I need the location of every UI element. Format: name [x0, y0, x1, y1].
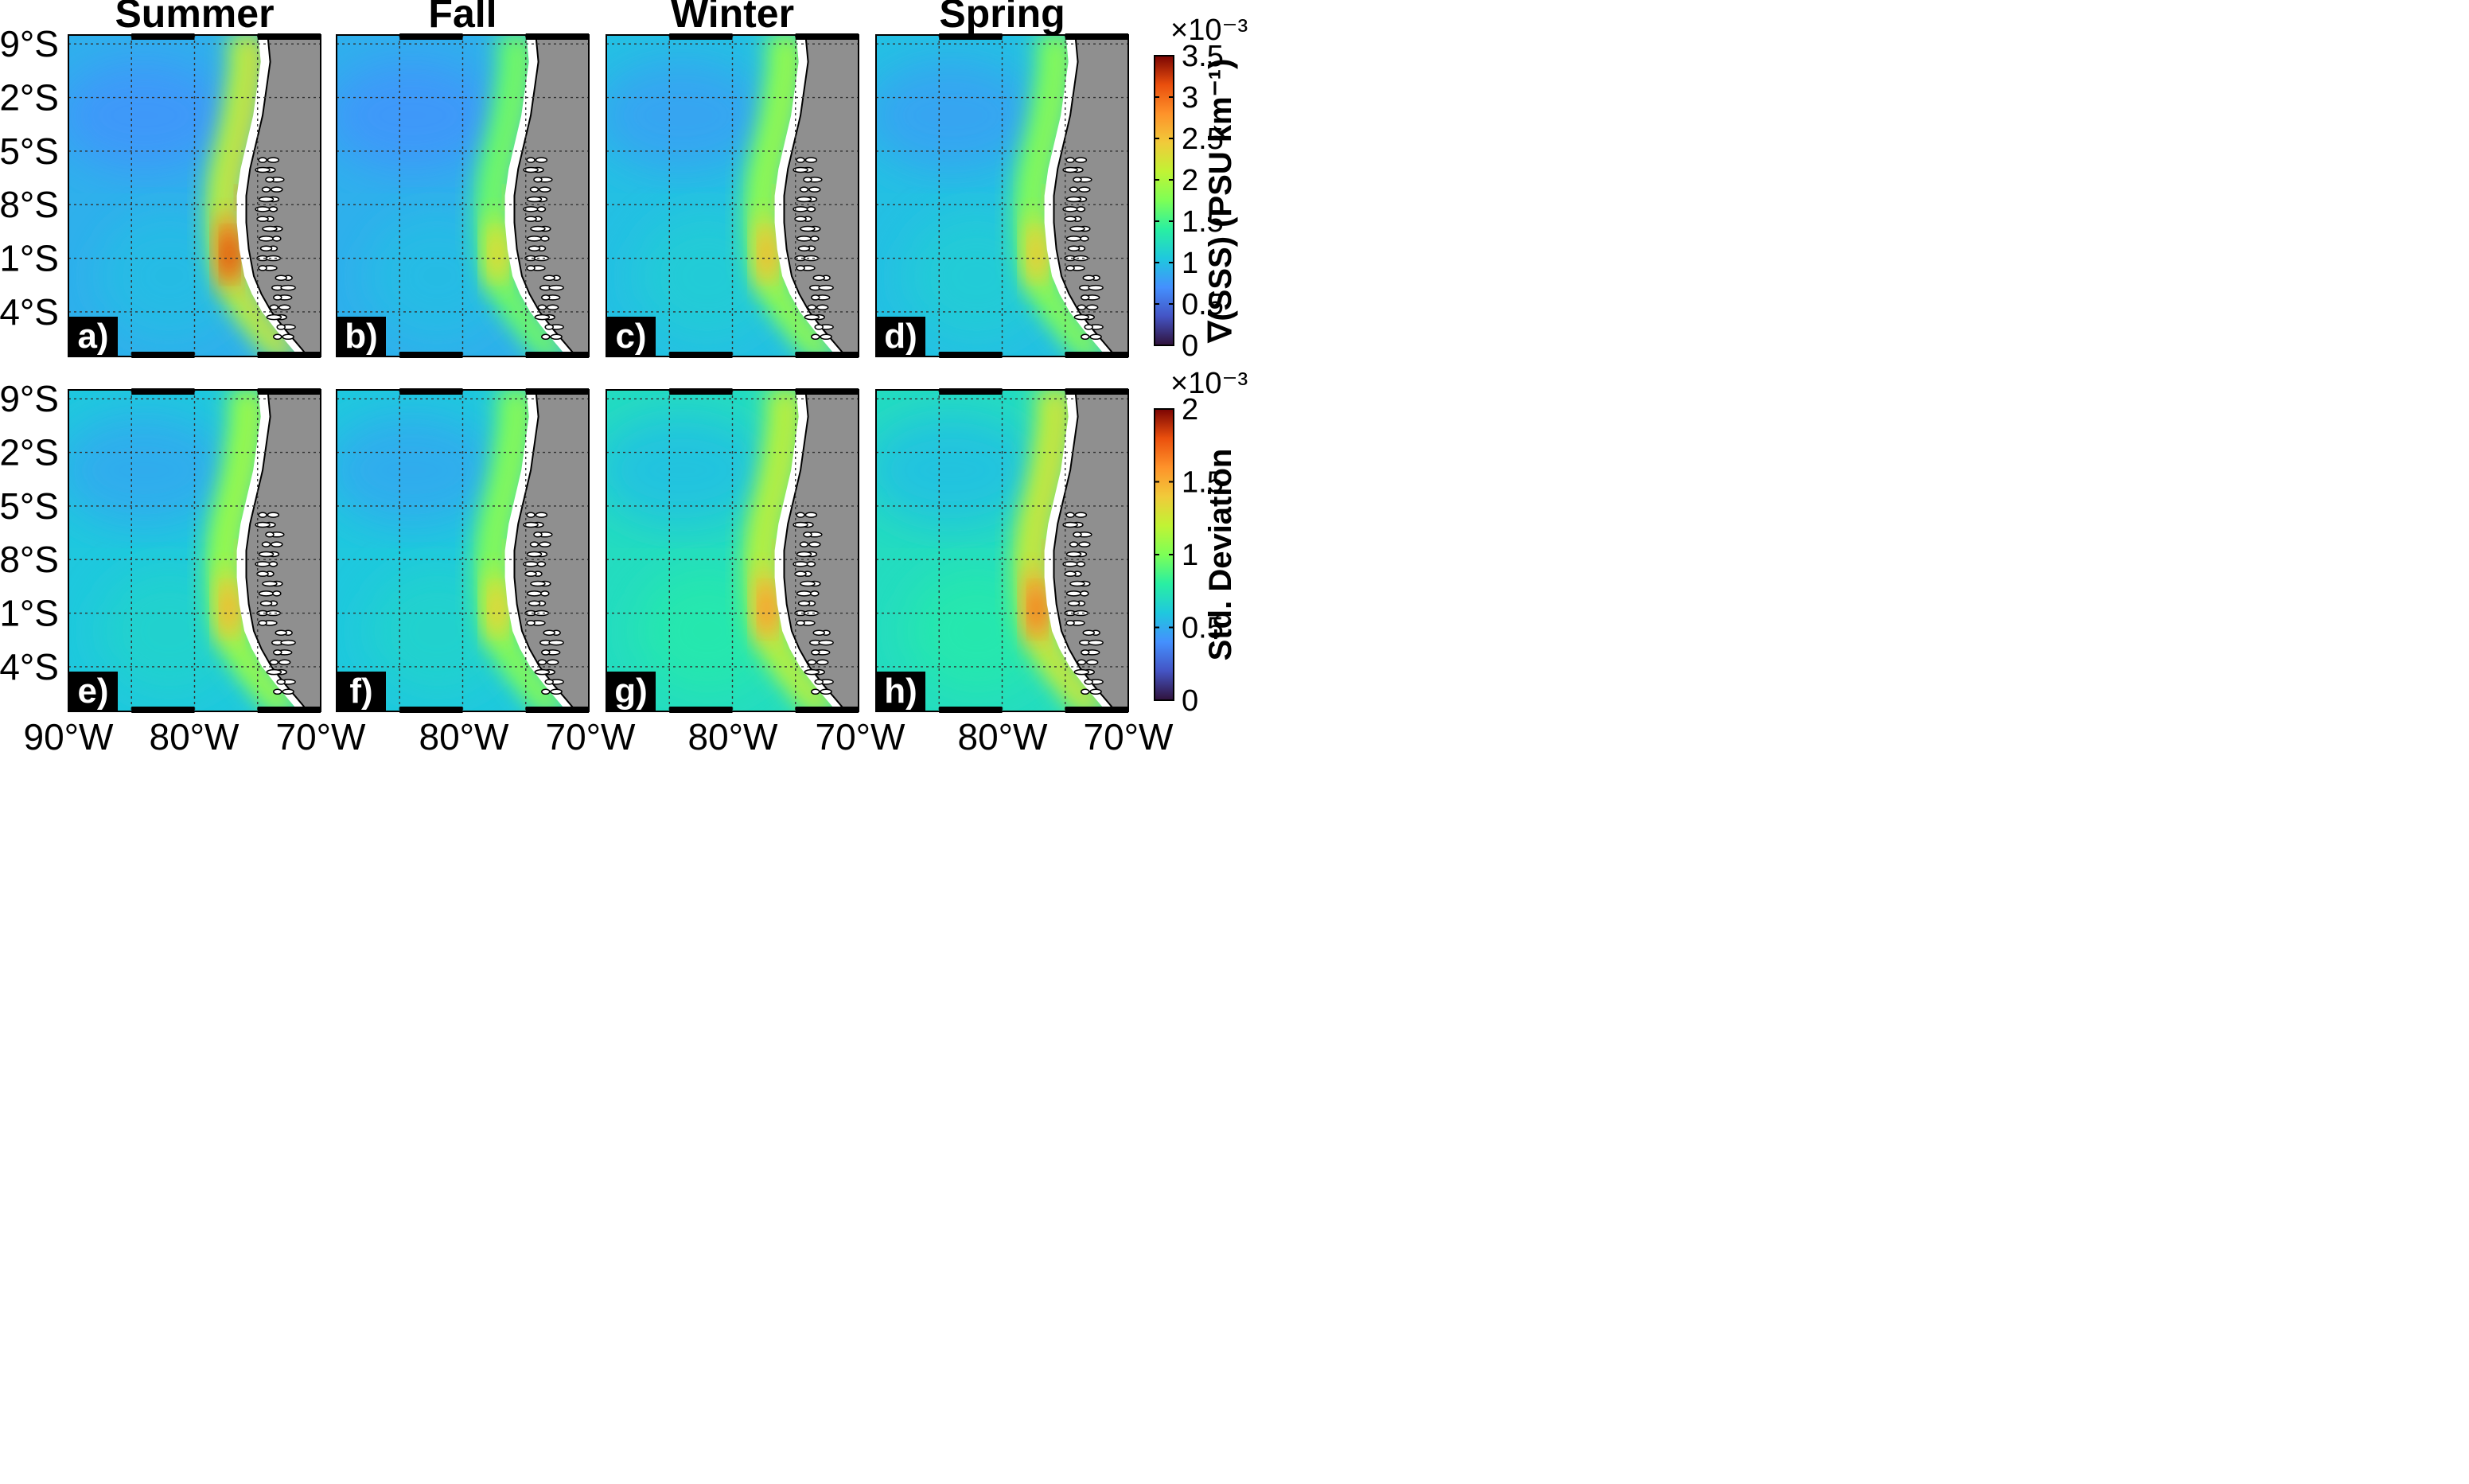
map-panel-b: b) — [336, 33, 590, 358]
panel-label-text: e) — [77, 672, 108, 711]
map-panel-g: g) — [606, 388, 859, 713]
map-panel-h: h) — [875, 388, 1129, 713]
map-panel-e: e) — [68, 388, 321, 713]
season-header-winter: Winter — [671, 0, 794, 36]
lat-tick-label: 48°S — [0, 184, 59, 225]
axis-ticks: 39°S 42°S 45°S 48°S 51°S 54°S 39°S 42°S 45°S 48°S… — [0, 23, 1174, 758]
panel-label: f) — [337, 672, 386, 711]
colorbar-tick-label: 3.5 — [1182, 40, 1224, 73]
season-header-fall: Fall — [428, 0, 497, 36]
lat-tick-label: 42°S — [0, 432, 59, 473]
season-header-summer: Summer — [115, 0, 274, 36]
colorbar-tick-label: 0.5 — [1182, 612, 1224, 645]
panel-label-text: b) — [345, 317, 378, 356]
panel-label: h) — [876, 672, 925, 711]
colorbar-tick-label: 1 — [1182, 539, 1198, 572]
map-panels: a) b) c) d) e) f) g) h) — [68, 33, 1129, 713]
lon-tick-label: 90°W — [24, 716, 115, 758]
panel-label-text: h) — [884, 672, 917, 711]
lon-tick-label: 70°W — [276, 716, 367, 758]
colorbar-tick-label: 1 — [1182, 247, 1198, 280]
lon-tick-label: 80°W — [150, 716, 240, 758]
lat-tick-label: 39°S — [0, 378, 59, 419]
map-panel-f: f) — [336, 388, 590, 713]
lon-tick-label: 70°W — [546, 716, 637, 758]
map-panel-c: c) — [606, 33, 859, 358]
colorbar-mean: 0 0.5 1 1.5 2 2.5 3 3.5×10⁻³ ∇(SSS) (PSU km⁻¹) — [1154, 14, 1248, 363]
panel-label-text: d) — [884, 317, 917, 356]
panel-label-text: f) — [349, 672, 372, 711]
lat-tick-label: 42°S — [0, 77, 59, 119]
colorbar-tick-label: 0 — [1182, 329, 1198, 363]
colorbar-tick-label: 1.5 — [1182, 466, 1224, 500]
colorbar-tick-label: 0.5 — [1182, 288, 1224, 321]
map-panel-a: a) — [68, 33, 321, 358]
lat-tick-label: 39°S — [0, 23, 59, 64]
colorbars: 00.511.522.533.5×10⁻³∇(SSS) (PSU km⁻¹)00… — [1154, 14, 1248, 718]
lon-tick-label: 80°W — [419, 716, 510, 758]
lon-tick-label: 70°W — [1084, 716, 1174, 758]
lon-tick-label: 70°W — [816, 716, 906, 758]
panel-label: b) — [337, 317, 386, 356]
colorbar-exponent: ×10⁻³ — [1170, 14, 1248, 47]
lon-tick-label: 80°W — [958, 716, 1049, 758]
panel-label-text: a) — [77, 317, 108, 356]
lat-tick-label: 45°S — [0, 130, 59, 172]
panel-label: g) — [606, 672, 656, 711]
panel-label: a) — [68, 317, 118, 356]
lat-tick-label: 51°S — [0, 238, 59, 279]
lat-tick-label: 54°S — [0, 291, 59, 333]
colorbar-exponent: ×10⁻³ — [1170, 367, 1248, 400]
colorbar-label: ∇(SSS) (PSU km⁻¹) — [1203, 59, 1238, 345]
colorbar-tick-label: 3 — [1182, 81, 1198, 115]
lat-tick-label: 54°S — [0, 646, 59, 687]
lon-tick-label: 80°W — [688, 716, 779, 758]
panel-label: d) — [876, 317, 925, 356]
panel-label: c) — [606, 317, 656, 356]
season-headers: Summer Fall Winter Spring — [115, 0, 1065, 36]
panel-label-text: g) — [614, 672, 648, 711]
colorbar-std: 0 0.5 1 1.5 2×10⁻³ Std. Deviation — [1154, 367, 1248, 718]
map-panel-d: d) — [875, 33, 1129, 358]
colorbar-tick-label: 1.5 — [1182, 205, 1224, 239]
colorbar-tick-label: 2.5 — [1182, 123, 1224, 156]
lat-tick-label: 48°S — [0, 539, 59, 580]
panel-label-text: c) — [615, 317, 646, 356]
colorbar-tick-label: 0 — [1182, 684, 1198, 718]
season-header-spring: Spring — [939, 0, 1065, 36]
colorbar-tick-label: 2 — [1182, 164, 1198, 197]
colorbar-gradient — [1154, 55, 1174, 346]
lat-tick-label: 45°S — [0, 485, 59, 527]
colorbar-label: Std. Deviation — [1203, 449, 1238, 661]
colorbar-tick-label: 2 — [1182, 393, 1198, 427]
lat-tick-label: 51°S — [0, 593, 59, 634]
panel-label: e) — [68, 672, 118, 711]
